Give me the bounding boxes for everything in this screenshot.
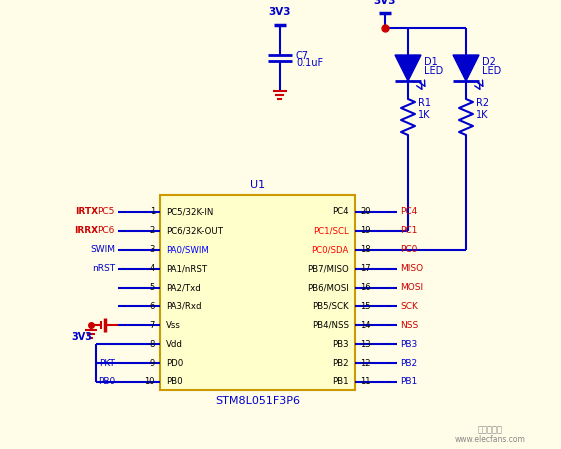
Text: 3: 3 <box>150 245 155 254</box>
Text: PB7/MISO: PB7/MISO <box>307 264 349 273</box>
Text: PB1: PB1 <box>332 378 349 387</box>
Text: SCK: SCK <box>400 302 418 311</box>
Text: PA1/nRST: PA1/nRST <box>166 264 207 273</box>
Text: 4: 4 <box>150 264 155 273</box>
Text: PC1/SCL: PC1/SCL <box>313 226 349 235</box>
Text: PB3: PB3 <box>332 340 349 349</box>
Text: 2: 2 <box>150 226 155 235</box>
Text: PA2/Txd: PA2/Txd <box>166 283 201 292</box>
Text: PA0/SWIM: PA0/SWIM <box>166 245 209 254</box>
Text: MISO: MISO <box>400 264 423 273</box>
Text: 7: 7 <box>150 321 155 330</box>
Text: PB1: PB1 <box>400 378 417 387</box>
Text: 5: 5 <box>150 283 155 292</box>
Text: 20: 20 <box>360 207 370 216</box>
Text: STM8L051F3P6: STM8L051F3P6 <box>215 396 300 406</box>
Bar <box>160 195 355 390</box>
Text: NSS: NSS <box>400 321 419 330</box>
Text: 3V3: 3V3 <box>269 7 291 17</box>
Text: 18: 18 <box>360 245 371 254</box>
Text: R2: R2 <box>476 98 489 108</box>
Text: PKT: PKT <box>99 359 115 368</box>
Text: D2: D2 <box>482 57 496 67</box>
Text: PB0: PB0 <box>98 378 115 387</box>
Text: 14: 14 <box>360 321 370 330</box>
Text: PB3: PB3 <box>400 340 417 349</box>
Text: PC1: PC1 <box>400 226 417 235</box>
Text: 3V3: 3V3 <box>374 0 396 6</box>
Text: IRRX: IRRX <box>74 226 98 235</box>
Text: D1: D1 <box>424 57 438 67</box>
Text: PB5/SCK: PB5/SCK <box>312 302 349 311</box>
Text: 电子发烧友: 电子发烧友 <box>477 426 503 435</box>
Text: PC0/SDA: PC0/SDA <box>311 245 349 254</box>
Text: 6: 6 <box>150 302 155 311</box>
Text: www.elecfans.com: www.elecfans.com <box>454 436 526 445</box>
Text: PA3/Rxd: PA3/Rxd <box>166 302 201 311</box>
Text: 13: 13 <box>360 340 371 349</box>
Text: 9: 9 <box>150 359 155 368</box>
Text: LED: LED <box>424 66 443 76</box>
Text: PB2: PB2 <box>400 359 417 368</box>
Text: PB0: PB0 <box>166 378 183 387</box>
Text: PD0: PD0 <box>166 359 183 368</box>
Text: MOSI: MOSI <box>400 283 423 292</box>
Text: PB6/MOSI: PB6/MOSI <box>307 283 349 292</box>
Text: Vdd: Vdd <box>166 340 183 349</box>
Text: PC4: PC4 <box>400 207 417 216</box>
Text: PB2: PB2 <box>332 359 349 368</box>
Text: 19: 19 <box>360 226 370 235</box>
Text: C7: C7 <box>296 51 309 61</box>
Text: 8: 8 <box>150 340 155 349</box>
Text: 1K: 1K <box>418 110 430 120</box>
Text: 15: 15 <box>360 302 370 311</box>
Text: PC4: PC4 <box>332 207 349 216</box>
Text: PC6/32K-OUT: PC6/32K-OUT <box>166 226 223 235</box>
Text: U1: U1 <box>250 180 265 190</box>
Text: 1K: 1K <box>476 110 489 120</box>
Text: IRTX: IRTX <box>75 207 98 216</box>
Text: nRST: nRST <box>92 264 115 273</box>
Text: 3V3: 3V3 <box>71 332 92 342</box>
Text: 12: 12 <box>360 359 370 368</box>
Text: 1: 1 <box>150 207 155 216</box>
Text: PC0: PC0 <box>400 245 417 254</box>
Text: PB4/NSS: PB4/NSS <box>312 321 349 330</box>
Text: 10: 10 <box>145 378 155 387</box>
Text: PC6: PC6 <box>98 226 115 235</box>
Polygon shape <box>395 55 421 81</box>
Text: PC5/32K-IN: PC5/32K-IN <box>166 207 213 216</box>
Text: 16: 16 <box>360 283 371 292</box>
Text: R1: R1 <box>418 98 431 108</box>
Text: LED: LED <box>482 66 501 76</box>
Text: 11: 11 <box>360 378 370 387</box>
Text: SWIM: SWIM <box>90 245 115 254</box>
Text: 0.1uF: 0.1uF <box>296 58 323 68</box>
Text: Vss: Vss <box>166 321 181 330</box>
Text: PC5: PC5 <box>98 207 115 216</box>
Polygon shape <box>453 55 479 81</box>
Text: 17: 17 <box>360 264 371 273</box>
